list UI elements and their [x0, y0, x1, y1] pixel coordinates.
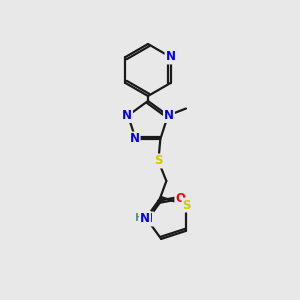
Text: S: S	[182, 199, 191, 212]
Text: H: H	[135, 213, 144, 223]
Text: N: N	[164, 109, 174, 122]
Text: N: N	[143, 212, 153, 226]
Text: O: O	[175, 193, 185, 206]
Text: S: S	[154, 154, 163, 167]
Text: N: N	[130, 133, 140, 146]
Text: N: N	[122, 109, 132, 122]
Text: N: N	[140, 212, 150, 224]
Text: N: N	[166, 50, 176, 64]
